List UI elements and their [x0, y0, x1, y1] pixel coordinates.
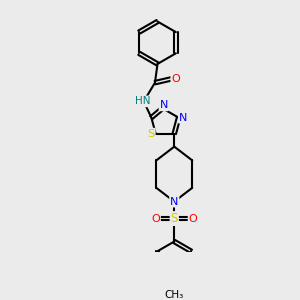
- Text: CH₃: CH₃: [165, 290, 184, 300]
- Text: O: O: [171, 74, 180, 84]
- Text: O: O: [189, 214, 197, 224]
- Text: S: S: [171, 212, 178, 225]
- Text: N: N: [170, 196, 178, 207]
- Text: O: O: [151, 214, 160, 224]
- Text: N: N: [160, 100, 168, 110]
- Text: N: N: [179, 112, 187, 123]
- Text: S: S: [148, 129, 155, 139]
- Text: HN: HN: [135, 96, 150, 106]
